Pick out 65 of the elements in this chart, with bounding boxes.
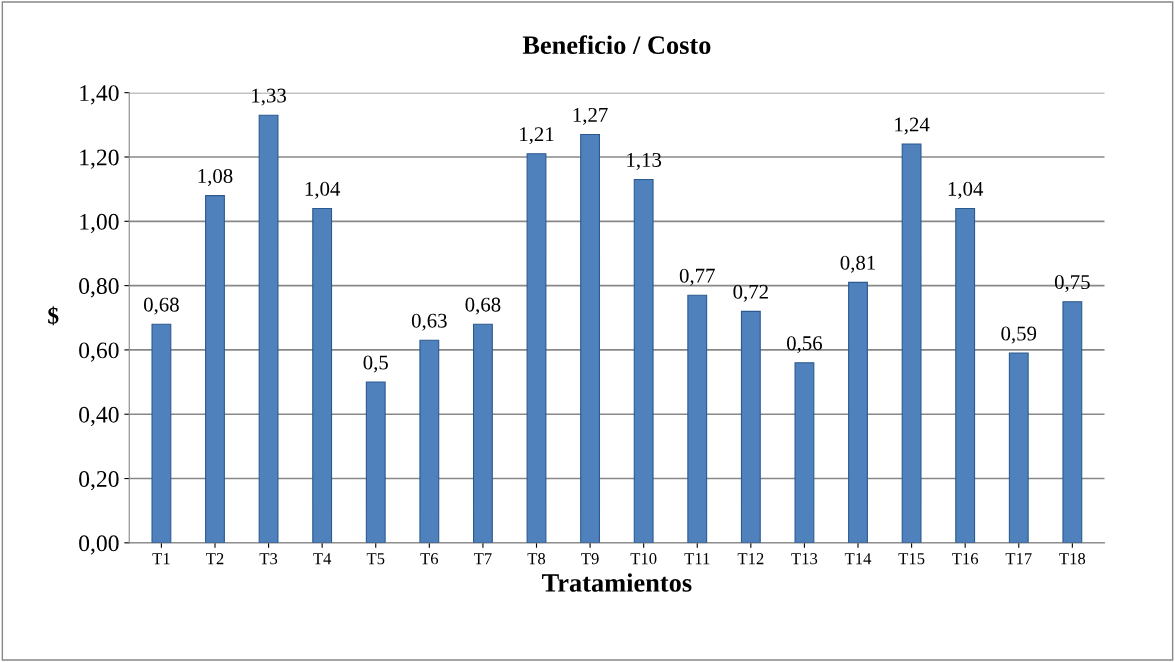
- chart-title: Beneficio / Costo: [522, 35, 711, 55]
- bar: [848, 281, 868, 543]
- bar: [472, 323, 493, 543]
- y-axis-title: $: [48, 306, 59, 326]
- bar: [633, 178, 654, 543]
- x-tick-label: T17: [1005, 553, 1032, 565]
- x-tick-label: T10: [630, 553, 657, 565]
- bar: [205, 195, 225, 543]
- bar: [901, 143, 922, 543]
- y-tick-label: 0,00: [79, 535, 119, 555]
- x-tick-label: T8: [527, 553, 546, 565]
- x-tick-label: T1: [152, 553, 170, 565]
- data-label: 0,77: [679, 268, 715, 286]
- data-label: 1,13: [627, 152, 662, 170]
- data-label: 1,24: [895, 117, 930, 135]
- data-label: 0,68: [465, 297, 501, 315]
- x-tick-label: T14: [844, 553, 872, 565]
- x-tick-label: T3: [259, 553, 278, 565]
- x-tick-label: T11: [684, 553, 710, 565]
- y-tick-label: 0,20: [79, 471, 119, 491]
- data-label: 0,59: [1001, 326, 1037, 344]
- x-tick-label: T18: [1059, 553, 1086, 565]
- bar: [740, 310, 761, 543]
- y-tick-label: 0,60: [79, 342, 119, 362]
- y-tick-label: 0,80: [79, 278, 119, 298]
- data-label: 1,04: [948, 181, 984, 199]
- bar: [419, 339, 440, 543]
- data-label: 1,04: [305, 181, 341, 199]
- x-tick-label: T15: [898, 553, 925, 565]
- data-label: 0,68: [143, 297, 179, 315]
- data-label: 0,5: [363, 355, 388, 373]
- x-tick-label: T12: [737, 553, 764, 565]
- data-label: 0,75: [1054, 275, 1090, 293]
- data-label: 0,63: [411, 313, 447, 331]
- data-label: 0,56: [786, 336, 823, 354]
- data-label: 1,21: [520, 127, 554, 145]
- bar: [1062, 301, 1083, 543]
- data-label: 1,08: [198, 168, 233, 187]
- data-label: 1,27: [573, 107, 608, 125]
- x-tick-label: T13: [791, 553, 818, 565]
- bar: [580, 133, 601, 543]
- y-tick-label: 1,40: [80, 85, 119, 105]
- x-tick-label: T9: [581, 553, 599, 565]
- bar: [312, 207, 333, 543]
- bar: [526, 153, 547, 543]
- y-tick-label: 1,20: [80, 149, 119, 169]
- x-tick-label: T4: [313, 553, 332, 565]
- bar: [1008, 352, 1029, 543]
- data-label: 0,72: [733, 284, 768, 302]
- x-tick-label: T5: [366, 553, 385, 565]
- bar: [794, 362, 815, 543]
- bar: [258, 114, 279, 543]
- x-tick-label: T6: [420, 553, 439, 565]
- bar: [151, 323, 172, 543]
- y-tick-label: 0,40: [79, 406, 119, 427]
- x-tick-label: T16: [952, 553, 979, 565]
- data-label: 1,33: [252, 88, 286, 106]
- bar: [955, 207, 976, 543]
- y-tick-label: 1,00: [80, 213, 119, 234]
- bar: [687, 294, 708, 543]
- x-tick-label: T2: [206, 553, 224, 565]
- x-tick-label: T7: [473, 553, 492, 565]
- x-axis-title: Tratamientos: [542, 573, 692, 592]
- data-label: 0,81: [840, 255, 875, 273]
- bar: [365, 381, 386, 543]
